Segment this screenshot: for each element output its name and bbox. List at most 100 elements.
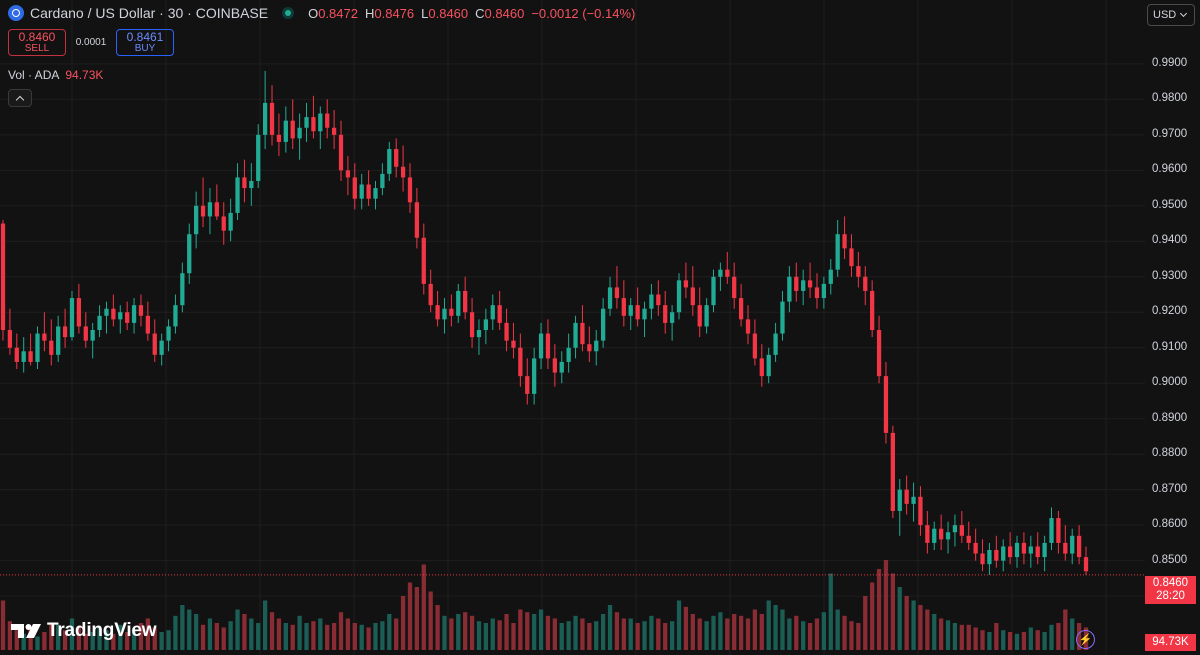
- candle: [7, 308, 13, 355]
- volume-bar: [952, 623, 958, 650]
- volume-bar: [504, 614, 509, 650]
- y-tick-label: 0.9600: [1152, 163, 1188, 176]
- candle: [394, 138, 399, 178]
- volume-bar: [456, 614, 461, 650]
- volume-bar: [56, 624, 61, 650]
- volume-bar: [932, 614, 937, 650]
- candle: [752, 319, 758, 366]
- candle-body: [959, 525, 964, 536]
- candle-body: [304, 117, 309, 128]
- volume-bar: [1014, 633, 1020, 650]
- candle-body: [690, 287, 695, 306]
- candle-body: [435, 305, 440, 320]
- candle-body: [76, 298, 82, 327]
- volume-bar: [400, 596, 406, 650]
- candle: [594, 330, 599, 366]
- candle: [338, 120, 344, 181]
- volume-bar: [283, 623, 288, 650]
- candle: [311, 95, 316, 139]
- buy-button[interactable]: 0.8461 BUY: [116, 29, 174, 56]
- candle: [1035, 532, 1040, 565]
- volume-legend[interactable]: Vol · ADA 94.73K: [8, 68, 103, 82]
- candle: [1083, 546, 1089, 575]
- candle-body: [600, 308, 606, 341]
- candle-body: [580, 322, 585, 345]
- volume-bar: [607, 605, 613, 650]
- volume-bar: [663, 623, 668, 650]
- candle: [194, 191, 199, 249]
- volume-bar: [325, 624, 330, 650]
- candle: [773, 322, 778, 362]
- volume-bar: [552, 618, 557, 650]
- candle-body: [635, 305, 640, 320]
- candle-body: [994, 550, 999, 561]
- candle-body: [945, 532, 951, 540]
- volume-legend-value: 94.73K: [65, 68, 104, 82]
- volume-bar: [42, 632, 47, 650]
- candle: [890, 425, 895, 519]
- candle: [690, 266, 695, 316]
- buy-price: 0.8461: [126, 29, 164, 44]
- candle: [580, 305, 585, 352]
- y-tick-label: 0.9500: [1152, 198, 1188, 211]
- candle-body: [463, 290, 468, 313]
- candle-body: [359, 184, 364, 199]
- candle: [518, 333, 523, 387]
- candle-body: [642, 308, 647, 320]
- candle: [476, 319, 482, 355]
- candle-body: [614, 287, 620, 299]
- candle: [511, 322, 516, 359]
- sell-button[interactable]: 0.8460 SELL: [8, 29, 66, 56]
- candle: [525, 358, 530, 405]
- candle-body: [62, 326, 68, 338]
- candle-body: [1070, 535, 1075, 554]
- candle: [76, 283, 82, 334]
- volume-bar: [987, 632, 992, 650]
- candle: [428, 269, 433, 313]
- volume-bar: [297, 615, 302, 650]
- candle: [490, 294, 495, 330]
- candle-body: [373, 188, 378, 199]
- candle-body: [511, 340, 516, 348]
- candle-body: [456, 290, 461, 316]
- volume-bar: [331, 623, 337, 650]
- volume-bar: [1070, 618, 1075, 650]
- volume-bar: [807, 623, 813, 650]
- last-price-label: 0.8460 28:20: [1145, 576, 1196, 604]
- candle: [718, 262, 723, 291]
- candle-body: [1001, 546, 1006, 561]
- candle: [725, 251, 730, 284]
- collapse-legend-button[interactable]: [8, 89, 32, 107]
- volume-bar: [752, 609, 758, 650]
- candle-body: [704, 305, 709, 327]
- candle: [242, 159, 247, 203]
- candle-body: [932, 528, 937, 543]
- market-status-icon[interactable]: [282, 7, 295, 19]
- volume-bar: [718, 612, 723, 650]
- candle-body: [573, 322, 578, 348]
- currency-select[interactable]: USD: [1147, 4, 1195, 26]
- candle: [463, 276, 468, 320]
- volume-bar: [573, 615, 578, 650]
- candle-body: [97, 315, 102, 330]
- symbol-title[interactable]: Cardano / US Dollar · 30 · COINBASE: [30, 5, 269, 21]
- candle-body: [835, 234, 840, 270]
- volume-bar: [656, 618, 661, 650]
- candle: [932, 521, 937, 550]
- candle-body: [400, 166, 406, 178]
- tradingview-logo[interactable]: TradingView: [11, 620, 157, 642]
- candle: [911, 482, 916, 522]
- candle-body: [1042, 542, 1047, 558]
- candle: [870, 280, 875, 338]
- volume-bar: [131, 630, 137, 650]
- volume-bar: [152, 627, 157, 650]
- candle-body: [538, 333, 544, 359]
- candle-body: [187, 234, 192, 274]
- candle-body: [780, 301, 785, 334]
- lightning-icon[interactable]: ⚡: [1076, 630, 1095, 649]
- candle-body: [269, 102, 275, 135]
- candle: [187, 223, 192, 284]
- volume-bar: [614, 612, 620, 650]
- volume-bar: [373, 623, 378, 650]
